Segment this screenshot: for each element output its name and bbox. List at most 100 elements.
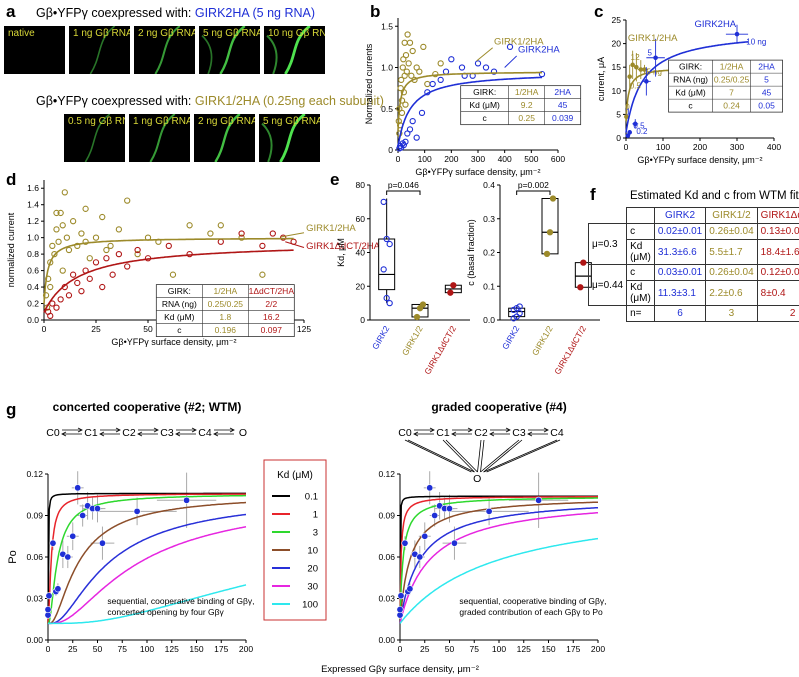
legend-label: 30 xyxy=(307,582,318,593)
panel-a-caption-2: Gβ•YFPγ coexpressed with: GIRK1/2HA (0.2… xyxy=(36,94,384,108)
data-point xyxy=(47,283,54,291)
data-point xyxy=(413,313,421,321)
panel-label-a: a xyxy=(6,2,16,21)
model-curve xyxy=(47,494,246,624)
data-point xyxy=(259,271,266,278)
data-point xyxy=(86,275,93,282)
header-girk12: GIRK1/2 xyxy=(705,207,758,224)
row-label: Kd (μM) xyxy=(626,239,655,265)
data-point xyxy=(49,539,57,547)
membrane-signal xyxy=(219,26,246,74)
data-point xyxy=(280,234,287,241)
x-tick-label: 50 xyxy=(93,644,103,654)
data-point xyxy=(402,138,409,145)
arrow-head xyxy=(413,431,419,437)
y-tick-label: 0 xyxy=(388,145,393,155)
opening-arrow xyxy=(480,439,520,473)
annotation-arrow xyxy=(504,55,518,68)
state-label: C2 xyxy=(122,427,136,439)
caption-2-prefix: Gβ•YFPγ coexpressed with: xyxy=(36,94,195,108)
y-tick-label: 60 xyxy=(356,214,366,224)
data-point xyxy=(69,271,77,278)
arrow-head xyxy=(467,427,473,433)
state-label: C4 xyxy=(198,427,212,439)
data-point xyxy=(429,80,436,88)
annotation-5ng: 5 ng xyxy=(646,67,662,76)
data-point xyxy=(183,496,191,504)
data-point xyxy=(406,585,414,593)
data-point xyxy=(401,72,408,79)
x-tick-label: 175 xyxy=(214,644,228,654)
data-point xyxy=(86,255,93,262)
micrograph-label: native xyxy=(8,28,35,39)
annotation-arrow xyxy=(476,47,493,62)
y-tick-label: 0.03 xyxy=(378,594,395,604)
legend-label: 1 xyxy=(313,510,318,521)
x-tick-label: 25 xyxy=(420,644,430,654)
state-label: O xyxy=(473,473,481,485)
y-tick-label: 0.00 xyxy=(378,635,395,645)
data-point xyxy=(53,209,60,217)
panel-g-graded: graded cooperative (#4) C0 C1 C2 C3 C4 O 0 25 50 7… xyxy=(378,400,606,654)
panel-label-b: b xyxy=(370,2,381,21)
data-point xyxy=(546,229,554,236)
table-cell: 2HA xyxy=(758,62,775,72)
opening-arrow xyxy=(486,439,561,473)
data-point xyxy=(53,304,60,311)
data-point xyxy=(535,496,543,504)
state-label: C3 xyxy=(160,427,174,439)
data-point xyxy=(45,592,53,600)
data-point xyxy=(482,64,490,71)
y-tick-label: 0.0 xyxy=(27,315,39,325)
y-tick-label: 25 xyxy=(612,15,622,25)
annotation-0.5b: 0.5 xyxy=(633,122,645,131)
micrograph-image xyxy=(261,114,306,162)
model-curve xyxy=(48,513,247,625)
table-cell: 9.2 xyxy=(521,100,533,110)
y-tick-label: 0.4 xyxy=(483,180,495,190)
data-point xyxy=(418,109,426,117)
x-tick-label: 125 xyxy=(297,324,311,334)
data-point xyxy=(99,213,106,221)
header-girk2: GIRK2 xyxy=(653,207,707,224)
membrane-signal xyxy=(266,34,278,74)
box xyxy=(541,198,559,255)
arrow-head xyxy=(77,427,83,433)
table-cell: 0.25/0.25 xyxy=(208,299,244,309)
micrograph-label: 2 ng Gβ RNA xyxy=(138,28,195,39)
arrow-head xyxy=(451,431,457,437)
micrograph-image xyxy=(89,26,116,74)
data-point xyxy=(397,84,404,92)
data-point xyxy=(383,235,390,243)
x-tick-label: 0 xyxy=(42,324,47,334)
micrograph: 1 ng Gβ RNA xyxy=(69,26,130,74)
data-point xyxy=(426,484,434,492)
data-point xyxy=(69,532,77,540)
table-cell: c xyxy=(483,113,488,123)
table-cell: 0.039 xyxy=(552,113,574,123)
x-tick-label: 200 xyxy=(444,154,458,164)
arrow-head xyxy=(543,427,549,433)
x-tick-label: 100 xyxy=(492,644,506,654)
x-tick-label: 400 xyxy=(767,142,781,152)
cell: 0.12±0.02 xyxy=(756,264,799,281)
data-point xyxy=(653,55,658,61)
x-tick-label: 175 xyxy=(566,644,580,654)
y-axis-label: Po xyxy=(7,550,19,563)
model-curve xyxy=(48,526,247,625)
row-label: c xyxy=(626,223,655,240)
data-point xyxy=(402,101,409,108)
data-point xyxy=(380,198,387,206)
category-label: GIRK2 xyxy=(500,324,522,351)
y-tick-label: 15 xyxy=(612,62,622,72)
data-point xyxy=(51,250,58,258)
data-point xyxy=(44,606,52,614)
x-tick-label: 25 xyxy=(91,324,101,334)
model-note: graded contribution of each Gβγ to Po xyxy=(459,607,603,617)
y-tick-label: 5 xyxy=(616,109,621,119)
data-point xyxy=(383,294,390,302)
y-axis-label: Kd, μM xyxy=(336,238,346,267)
table-cell: 1.8 xyxy=(219,312,231,322)
